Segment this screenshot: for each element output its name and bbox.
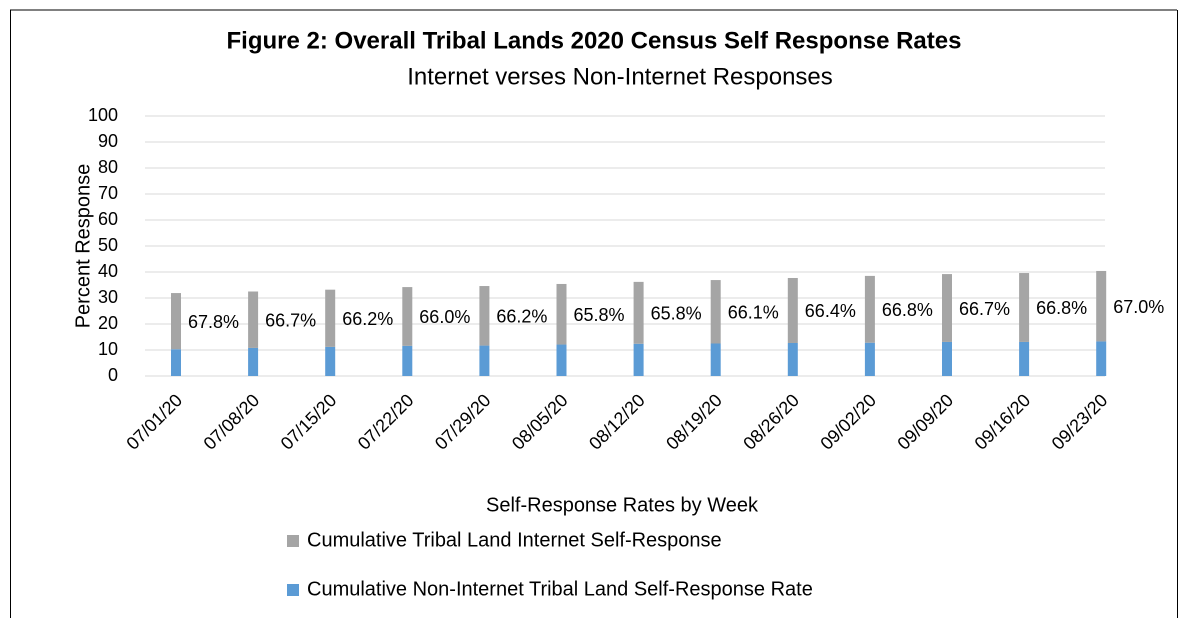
- y-tick-label: 80: [98, 157, 118, 177]
- x-tick-label: 07/22/20: [354, 390, 418, 454]
- bar-segment: [787, 277, 798, 343]
- bar-segment: [1096, 341, 1107, 376]
- data-label: 66.4%: [805, 301, 856, 321]
- data-label: 66.1%: [728, 303, 779, 323]
- bar-segment: [864, 342, 875, 376]
- bar-segment: [864, 275, 875, 343]
- x-tick-label: 09/16/20: [971, 390, 1035, 454]
- bar-segment: [942, 274, 952, 342]
- y-tick-label: 100: [88, 105, 118, 125]
- y-tick-label: 70: [98, 183, 118, 203]
- legend-swatch: [287, 535, 299, 547]
- bar-segment: [479, 286, 490, 346]
- bar-segment: [402, 287, 413, 346]
- bar-segment: [1096, 270, 1107, 342]
- y-tick-label: 20: [98, 313, 118, 333]
- x-tick-label: 08/12/20: [585, 390, 649, 454]
- bar-segment: [556, 344, 567, 376]
- legend-label: Cumulative Non-Internet Tribal Land Self…: [307, 578, 813, 600]
- x-tick-label: 07/15/20: [277, 390, 341, 454]
- x-tick-label: 07/01/20: [122, 390, 186, 454]
- legend-swatch: [287, 584, 299, 596]
- data-label: 66.2%: [342, 309, 393, 329]
- data-label: 67.0%: [1113, 297, 1164, 317]
- bar-segment: [633, 343, 644, 376]
- x-tick-label: 09/02/20: [816, 390, 880, 454]
- bar-segment: [402, 345, 413, 376]
- data-label: 65.8%: [574, 305, 625, 325]
- data-label: 65.8%: [651, 304, 702, 324]
- data-label: 66.0%: [419, 307, 470, 327]
- data-label: 66.8%: [1036, 298, 1087, 318]
- chart-title: Figure 2: Overall Tribal Lands 2020 Cens…: [227, 27, 962, 54]
- x-tick-label: 09/23/20: [1048, 390, 1112, 454]
- bar-segment: [325, 289, 336, 347]
- x-tick-label: 07/08/20: [200, 390, 264, 454]
- data-label: 66.2%: [496, 307, 547, 327]
- y-tick-label: 50: [98, 235, 118, 255]
- y-tick-label: 40: [98, 261, 118, 281]
- bar-segment: [479, 345, 490, 376]
- data-label: 66.8%: [882, 300, 933, 320]
- bar-segment: [556, 283, 567, 345]
- legend-label: Cumulative Tribal Land Internet Self-Res…: [307, 529, 722, 551]
- bar-segment: [942, 341, 952, 376]
- y-axis-title: Percent Response: [72, 164, 94, 329]
- y-tick-label: 30: [98, 287, 118, 307]
- bar-segment: [171, 293, 181, 350]
- bar-segment: [710, 343, 721, 376]
- chart-subtitle: Internet verses Non-Internet Responses: [407, 63, 833, 90]
- data-label: 67.8%: [188, 312, 239, 332]
- bar-segment: [710, 280, 721, 344]
- x-tick-label: 07/29/20: [431, 390, 495, 454]
- data-label: 66.7%: [265, 310, 316, 330]
- bar-segment: [1019, 341, 1030, 376]
- x-tick-label: 08/26/20: [739, 390, 803, 454]
- x-tick-label: 09/09/20: [893, 390, 957, 454]
- bar-segment: [248, 291, 259, 348]
- bar-segment: [171, 349, 181, 376]
- y-tick-label: 60: [98, 209, 118, 229]
- bar-segment: [787, 342, 798, 376]
- bar-segment: [248, 347, 259, 376]
- bar-segment: [1019, 273, 1030, 342]
- y-tick-label: 90: [98, 131, 118, 151]
- x-tick-label: 08/05/20: [508, 390, 572, 454]
- x-tick-label: 08/19/20: [662, 390, 726, 454]
- bar-segment: [633, 281, 644, 344]
- x-axis-title: Self-Response Rates by Week: [486, 494, 759, 516]
- y-tick-label: 0: [108, 365, 118, 385]
- bar-segment: [325, 346, 336, 376]
- y-tick-label: 10: [98, 339, 118, 359]
- data-label: 66.7%: [959, 299, 1010, 319]
